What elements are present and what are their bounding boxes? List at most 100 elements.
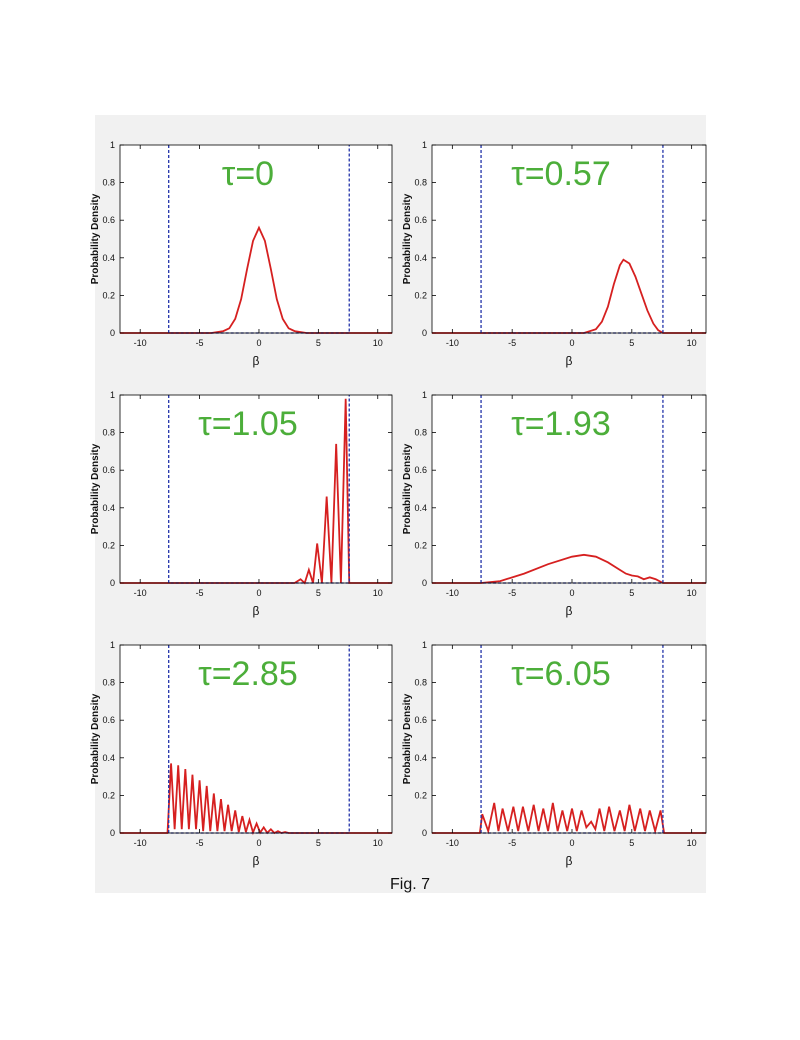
y-tick-label: 1 <box>422 640 427 650</box>
x-tick-label: -10 <box>134 838 147 848</box>
annotation: τ=1.93 <box>511 405 610 443</box>
y-tick-label: 1 <box>110 640 115 650</box>
plot-frame <box>119 144 393 334</box>
data-line <box>168 395 350 584</box>
y-tick-label: 0.4 <box>414 753 427 763</box>
y-tick-label: 0.4 <box>414 253 427 263</box>
x-tick-label: 0 <box>569 338 574 348</box>
y-tick-label: 0 <box>422 578 427 588</box>
y-tick-label: 0.8 <box>414 678 427 688</box>
y-axis-label: Probability Density <box>402 193 413 284</box>
data-line <box>120 763 392 836</box>
plot-area <box>432 145 706 333</box>
x-tick-label: -10 <box>446 338 459 348</box>
y-tick-label: 1 <box>422 140 427 150</box>
y-tick-label: 0.6 <box>414 715 427 725</box>
y-tick-label: 0.2 <box>102 540 115 550</box>
plot-area <box>432 395 706 583</box>
x-tick-label: 0 <box>569 838 574 848</box>
y-tick-label: 0.8 <box>102 428 115 438</box>
caption: Fig. 7 <box>390 876 430 893</box>
annotation: τ=2.85 <box>198 655 297 693</box>
x-tick-label: -5 <box>196 588 204 598</box>
y-tick-label: 0.6 <box>414 215 427 225</box>
x-tick-label: 0 <box>256 838 261 848</box>
x-tick-label: 10 <box>687 338 697 348</box>
x-tick-label: -10 <box>446 838 459 848</box>
y-tick-label: 0.8 <box>414 178 427 188</box>
x-axis-label: β <box>566 604 573 618</box>
x-tick-label: 10 <box>373 338 383 348</box>
y-tick-label: 1 <box>110 390 115 400</box>
data-line <box>168 645 350 834</box>
y-tick-label: 0.6 <box>414 465 427 475</box>
x-tick-label: 5 <box>316 588 321 598</box>
annotation: τ=6.05 <box>511 655 610 693</box>
y-tick-label: 1 <box>422 390 427 400</box>
y-axis-label: Probability Density <box>402 693 413 784</box>
plot-frame <box>119 394 393 584</box>
x-axis-label: β <box>566 854 573 868</box>
y-tick-label: 0.6 <box>102 715 115 725</box>
x-tick-label: -5 <box>508 588 516 598</box>
y-axis-label: Probability Density <box>90 443 101 534</box>
x-tick-label: -5 <box>508 838 516 848</box>
plot-frame <box>431 644 707 834</box>
plot-area <box>120 145 392 333</box>
x-tick-label: 0 <box>569 588 574 598</box>
x-axis-label: β <box>566 354 573 368</box>
x-tick-label: -10 <box>134 588 147 598</box>
y-tick-label: 0.4 <box>102 753 115 763</box>
x-tick-label: 10 <box>373 588 383 598</box>
data-line <box>168 145 350 334</box>
y-tick-label: 1 <box>110 140 115 150</box>
y-tick-label: 0.8 <box>414 428 427 438</box>
y-tick-label: 0.6 <box>102 215 115 225</box>
annotation: τ=1.05 <box>198 405 297 443</box>
x-tick-label: 10 <box>687 838 697 848</box>
y-axis-label: Probability Density <box>402 443 413 534</box>
x-tick-label: -5 <box>508 338 516 348</box>
y-tick-label: 0.2 <box>102 790 115 800</box>
plot-frame <box>431 394 707 584</box>
y-tick-label: 0 <box>422 328 427 338</box>
y-tick-label: 0.2 <box>102 290 115 300</box>
y-tick-label: 0.2 <box>414 790 427 800</box>
plot-frame <box>119 644 393 834</box>
x-axis-label: β <box>253 604 260 618</box>
x-tick-label: 10 <box>373 838 383 848</box>
x-tick-label: -10 <box>446 588 459 598</box>
plot-area <box>432 645 706 833</box>
plot-frame <box>431 144 707 334</box>
y-tick-label: 0.2 <box>414 540 427 550</box>
data-line <box>432 258 706 334</box>
y-tick-label: 0.6 <box>102 465 115 475</box>
x-tick-label: -5 <box>196 838 204 848</box>
x-tick-label: -10 <box>134 338 147 348</box>
y-tick-label: 0.8 <box>102 678 115 688</box>
x-axis-label: β <box>253 854 260 868</box>
y-tick-label: 0.2 <box>414 290 427 300</box>
y-tick-label: 0.4 <box>102 253 115 263</box>
annotation: τ=0.57 <box>511 155 610 193</box>
x-tick-label: 0 <box>256 338 261 348</box>
y-tick-label: 0.4 <box>102 503 115 513</box>
y-tick-label: 0.4 <box>414 503 427 513</box>
y-tick-label: 0 <box>110 328 115 338</box>
x-tick-label: 5 <box>629 838 634 848</box>
x-tick-label: 10 <box>687 588 697 598</box>
y-axis-label: Probability Density <box>90 193 101 284</box>
y-tick-label: 0 <box>110 578 115 588</box>
annotation: τ=0 <box>222 155 274 193</box>
y-tick-label: 0 <box>110 828 115 838</box>
x-axis-label: β <box>253 354 260 368</box>
y-tick-label: 0.8 <box>102 178 115 188</box>
data-line <box>432 553 706 584</box>
y-axis-label: Probability Density <box>90 693 101 784</box>
plot-area <box>120 645 392 833</box>
data-line <box>432 802 706 835</box>
y-tick-label: 0 <box>422 828 427 838</box>
data-line <box>120 225 392 334</box>
x-tick-label: 5 <box>316 838 321 848</box>
